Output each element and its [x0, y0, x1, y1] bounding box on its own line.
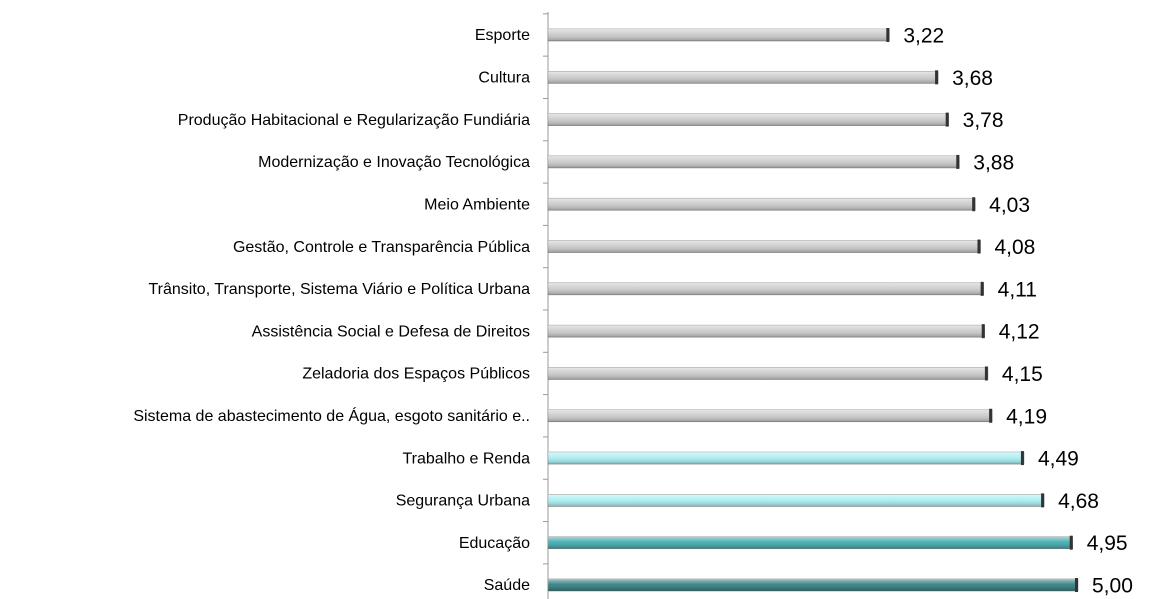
bar-cap — [981, 324, 985, 339]
category-label: Educação — [459, 535, 530, 552]
bar-shine — [548, 198, 976, 211]
bar-cap — [984, 366, 988, 381]
value-label: 3,68 — [952, 67, 993, 90]
category-label: Trânsito, Transporte, Sistema Viário e P… — [148, 281, 530, 298]
bar-shine — [548, 29, 890, 41]
value-label: 4,08 — [994, 236, 1035, 259]
bar-cap — [972, 197, 976, 212]
value-label: 4,03 — [989, 194, 1030, 217]
bar-cap — [980, 281, 984, 296]
bar-shine — [548, 113, 949, 126]
bar-shine — [548, 409, 993, 422]
category-label: Assistência Social e Defesa de Direitos — [252, 323, 530, 340]
value-label: 4,11 — [998, 278, 1037, 301]
value-label: 4,19 — [1006, 405, 1047, 428]
bar-cap — [1020, 451, 1024, 466]
value-label: 3,22 — [903, 25, 944, 48]
bar-cap — [977, 239, 981, 254]
value-label: 4,68 — [1058, 490, 1099, 513]
bar-shine — [548, 494, 1045, 507]
bar-cap — [945, 112, 949, 127]
value-label: 4,12 — [999, 321, 1040, 344]
category-label: Trabalho e Renda — [403, 450, 531, 467]
bar-shine — [548, 240, 981, 253]
category-label: Modernização e Inovação Tecnológica — [258, 154, 530, 171]
bar-shine — [548, 282, 984, 295]
value-label: 4,49 — [1038, 448, 1079, 471]
value-label: 3,78 — [963, 109, 1004, 132]
category-label: Sistema de abastecimento de Água, esgoto… — [133, 406, 530, 425]
bar-shine — [548, 155, 960, 168]
category-label: Meio Ambiente — [424, 196, 530, 213]
bar-cap — [935, 70, 939, 85]
bar-shine — [548, 71, 939, 84]
bar-shine — [548, 452, 1024, 465]
category-label: Gestão, Controle e Transparência Pública — [233, 239, 530, 256]
value-label: 3,88 — [973, 151, 1014, 174]
bar-cap — [956, 154, 960, 169]
bar-cap — [1041, 493, 1045, 508]
bar-shine — [548, 536, 1073, 549]
category-label: Esporte — [475, 27, 530, 44]
bar-cap — [989, 408, 993, 423]
category-label: Produção Habitacional e Regularização Fu… — [178, 112, 530, 129]
bar-cap — [1069, 535, 1073, 550]
bar-shine — [548, 325, 985, 338]
bar-cap — [886, 28, 890, 42]
category-label: Cultura — [478, 70, 530, 87]
category-label: Zeladoria dos Espaços Públicos — [302, 366, 530, 383]
category-label: Saúde — [484, 577, 530, 594]
value-label: 4,15 — [1002, 363, 1043, 386]
value-label: 4,95 — [1087, 532, 1128, 555]
bar-cap — [1075, 578, 1078, 592]
bar-shine — [548, 367, 988, 380]
value-label: 5,00 — [1092, 575, 1133, 598]
category-label: Segurança Urbana — [396, 493, 530, 510]
bar-shine — [548, 579, 1078, 591]
